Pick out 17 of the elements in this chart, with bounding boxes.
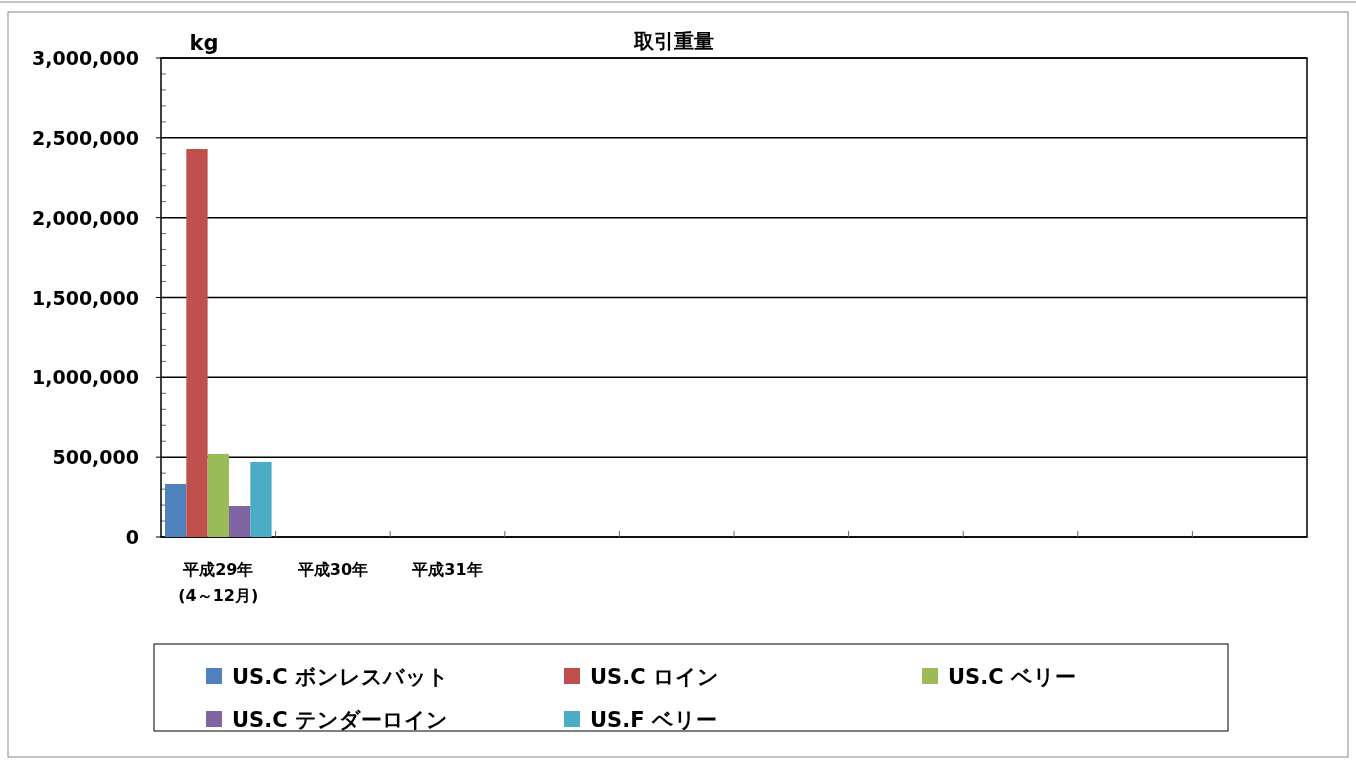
x-tick-label: 平成31年 [411,560,483,579]
legend-label: US.C ロイン [590,665,719,689]
legend-label: US.C ボンレスバット [232,665,449,689]
legend-label: US.C テンダーロイン [232,708,448,732]
chart-title: 取引重量 [633,29,714,53]
legend-label: US.C ベリー [948,665,1076,689]
x-tick-label: 平成30年 [296,560,369,579]
y-tick-label: 0 [125,526,139,548]
y-tick-label: 1,500,000 [32,286,139,309]
y-axis-title: kg [189,31,219,55]
y-tick-label: 1,000,000 [32,366,139,389]
y-tick-label: 3,000,000 [32,47,139,69]
y-tick-label: 2,500,000 [32,126,139,149]
y-tick-label: 500,000 [52,446,139,469]
y-tick-label: 2,000,000 [32,206,139,229]
x-tick-label: 平成29年 (4～12月) [178,560,259,605]
legend-label: US.F ベリー [590,708,717,732]
